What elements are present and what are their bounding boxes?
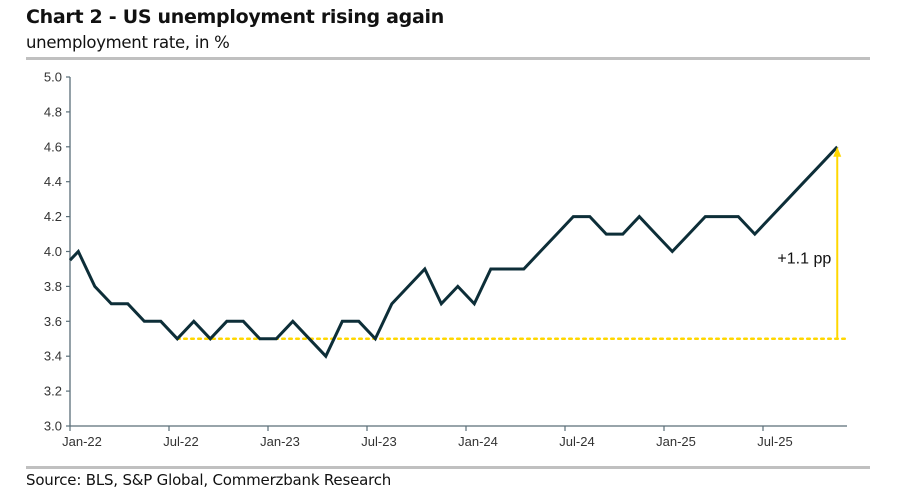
top-divider — [26, 57, 870, 60]
unemployment-line — [68, 145, 839, 359]
annotation-label: +1.1 pp — [777, 251, 831, 268]
chart-subtitle: unemployment rate, in % — [26, 33, 230, 52]
bottom-divider — [26, 466, 870, 469]
x-tick-label: Jul-24 — [559, 434, 594, 449]
y-tick-label: 3.0 — [44, 419, 62, 434]
y-tick-label: 4.0 — [44, 244, 62, 259]
x-tick-label: Jul-22 — [163, 434, 198, 449]
y-tick-label: 5.0 — [44, 70, 62, 85]
y-tick-label: 4.4 — [44, 174, 62, 189]
x-tick-label: Jan-23 — [260, 434, 300, 449]
x-tick-label: Jul-23 — [361, 434, 396, 449]
y-tick-label: 4.2 — [44, 209, 62, 224]
y-tick-label: 3.4 — [44, 349, 62, 364]
chart-title: Chart 2 - US unemployment rising again — [26, 6, 444, 28]
x-tick-label: Jul-25 — [757, 434, 792, 449]
y-tick-label: 3.6 — [44, 314, 62, 329]
annotation-arrow-head — [833, 146, 842, 157]
x-tick-label: Jan-22 — [62, 434, 102, 449]
y-tick-label: 3.2 — [44, 384, 62, 399]
x-tick-label: Jan-24 — [458, 434, 498, 449]
y-tick-label: 3.8 — [44, 279, 62, 294]
x-tick-label: Jan-25 — [656, 434, 696, 449]
y-tick-label: 4.6 — [44, 139, 62, 154]
source-note: Source: BLS, S&P Global, Commerzbank Res… — [26, 471, 392, 489]
y-tick-label: 4.8 — [44, 104, 62, 119]
